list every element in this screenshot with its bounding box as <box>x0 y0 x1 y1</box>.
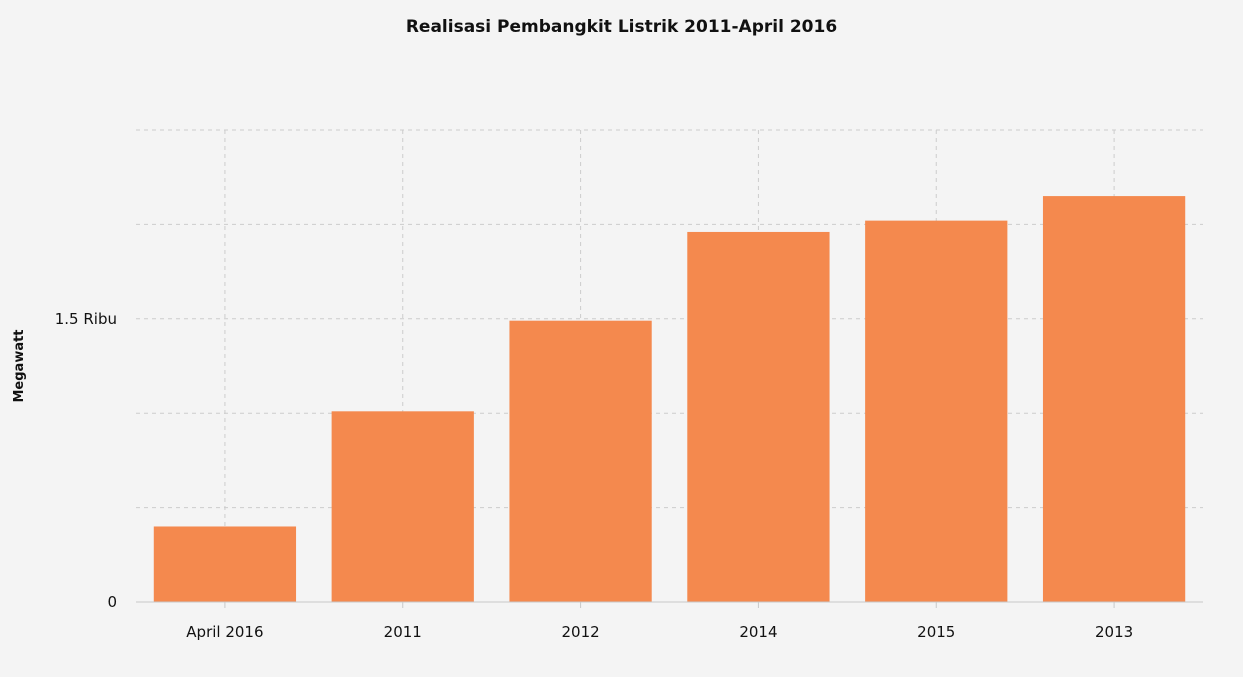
y-tick-label: 0 <box>107 593 117 611</box>
y-tick-label: 1.5 Ribu <box>55 310 117 328</box>
bar-2015[interactable] <box>865 220 1008 602</box>
bar-2014[interactable] <box>687 231 830 602</box>
bar-2013[interactable] <box>1042 196 1186 602</box>
y-axis-title: Megawatt <box>12 329 27 402</box>
bar-2012[interactable] <box>509 320 652 602</box>
bars-layer <box>153 196 1186 602</box>
x-tick-label: 2015 <box>917 623 955 641</box>
chart-title: Realisasi Pembangkit Listrik 2011-April … <box>405 17 838 37</box>
bar-april-2016[interactable] <box>153 526 297 602</box>
x-tick-label: April 2016 <box>186 623 263 641</box>
x-tick-label: 2014 <box>739 623 777 641</box>
x-tick-label: 2011 <box>384 623 422 641</box>
x-tick-label: 2013 <box>1095 623 1133 641</box>
bar-2011[interactable] <box>331 411 474 602</box>
axis-layer: April 2016 2011 2012 2014 2015 2013 0 1.5 Ribu <box>55 310 1203 641</box>
x-tick-label: 2012 <box>561 623 599 641</box>
